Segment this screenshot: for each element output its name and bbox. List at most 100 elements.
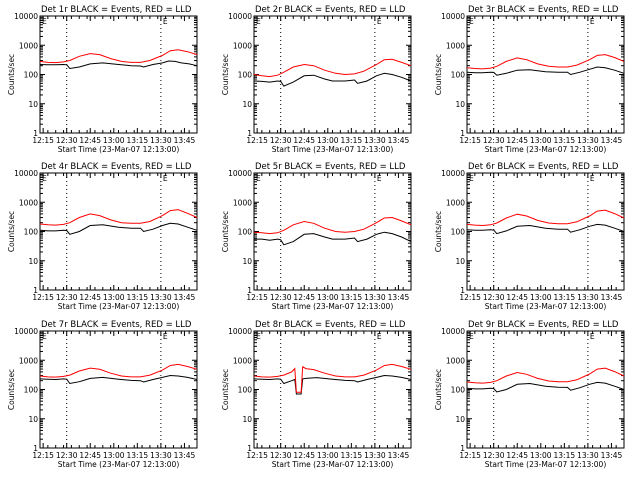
events-series-line <box>253 374 412 395</box>
y-axis-label: Counts/sec <box>7 211 16 252</box>
y-tick-label: 1 <box>460 286 465 295</box>
panel-title: Det 1r BLACK = Events, RED = LLD <box>41 5 192 15</box>
y-axis-label: Counts/sec <box>434 211 443 252</box>
y-tick-label: 10000 <box>441 327 465 336</box>
y-axis-label: Counts/sec <box>221 369 230 410</box>
y-tick-label: 10000 <box>14 12 38 21</box>
panel-marker: E <box>163 17 168 26</box>
x-tick-label: 13:30 <box>577 451 599 460</box>
x-axis-label: Start Time (23-Mar-07 12:13:00) <box>485 460 607 469</box>
x-tick-label: 12:30 <box>56 451 78 460</box>
y-tick-label: 1000 <box>233 356 252 365</box>
panel-8: Det 8r BLACK = Events, RED = LLD 1 10 100 10… <box>221 320 412 469</box>
x-tick-label: 13:00 <box>530 293 552 302</box>
y-tick-label: 1 <box>247 286 252 295</box>
panel-title: Det 2r BLACK = Events, RED = LLD <box>255 5 406 15</box>
x-tick-label: 12:45 <box>293 451 315 460</box>
panel-title: Det 3r BLACK = Events, RED = LLD <box>468 5 619 15</box>
x-axis-label: Start Time (23-Mar-07 12:13:00) <box>272 460 394 469</box>
x-tick-label: 12:45 <box>79 451 101 460</box>
x-tick-label: 13:30 <box>364 293 386 302</box>
x-tick-label: 12:45 <box>79 293 101 302</box>
x-tick-label: 12:45 <box>506 451 528 460</box>
y-tick-label: 1 <box>33 286 38 295</box>
lld-series-line <box>39 49 198 64</box>
y-tick-label: 1 <box>460 444 465 453</box>
plot-frame <box>39 172 198 291</box>
x-tick-label: 13:15 <box>341 451 363 460</box>
x-axis-label: Start Time (23-Mar-07 12:13:00) <box>58 460 180 469</box>
y-tick-label: 1 <box>247 129 252 138</box>
lld-series-line <box>39 209 198 226</box>
x-axis-label: Start Time (23-Mar-07 12:13:00) <box>485 145 607 154</box>
panel-marker: E <box>590 174 595 183</box>
panel-1: Det 1r BLACK = Events, RED = LLD 1 10 100 10… <box>7 5 198 154</box>
y-tick-label: 100 <box>24 71 39 80</box>
panel-marker-left: E <box>42 332 47 341</box>
y-tick-label: 1 <box>33 129 38 138</box>
x-tick-label: 13:00 <box>530 451 552 460</box>
x-tick-label: 13:45 <box>601 451 623 460</box>
x-tick-label: 13:00 <box>317 293 339 302</box>
x-tick-label: 13:30 <box>577 136 599 145</box>
x-axis-label: Start Time (23-Mar-07 12:13:00) <box>485 302 607 311</box>
y-tick-label: 100 <box>451 386 466 395</box>
lld-series-line <box>39 363 198 378</box>
x-tick-label: 12:15 <box>32 451 54 460</box>
y-tick-label: 100 <box>238 228 253 237</box>
y-tick-label: 1 <box>247 444 252 453</box>
y-tick-label: 1000 <box>19 41 38 50</box>
events-series-line <box>253 72 412 87</box>
plot-frame <box>466 15 625 134</box>
panel-title: Det 4r BLACK = Events, RED = LLD <box>41 162 192 172</box>
x-tick-label: 12:30 <box>56 293 78 302</box>
y-tick-label: 10000 <box>228 12 252 21</box>
x-tick-label: 13:30 <box>364 136 386 145</box>
panel-title: Det 5r BLACK = Events, RED = LLD <box>255 162 406 172</box>
x-axis-label: Start Time (23-Mar-07 12:13:00) <box>272 145 394 154</box>
y-tick-label: 10 <box>242 257 252 266</box>
panel-marker-left: E <box>256 174 261 183</box>
y-tick-label: 100 <box>238 71 253 80</box>
lld-series-line <box>253 363 412 393</box>
y-tick-label: 10 <box>242 100 252 109</box>
x-tick-label: 13:00 <box>530 136 552 145</box>
panel-marker-left: E <box>469 332 474 341</box>
x-axis-label: Start Time (23-Mar-07 12:13:00) <box>272 302 394 311</box>
panel-2: Det 2r BLACK = Events, RED = LLD 1 10 100 10… <box>221 5 412 154</box>
y-tick-label: 1000 <box>446 198 465 207</box>
x-tick-label: 12:15 <box>246 293 268 302</box>
plot-frame <box>39 330 198 449</box>
x-tick-label: 12:45 <box>506 136 528 145</box>
panel-9: Det 9r BLACK = Events, RED = LLD 1 10 100 10… <box>434 320 625 469</box>
y-tick-label: 1000 <box>233 41 252 50</box>
x-tick-label: 13:45 <box>601 136 623 145</box>
panel-title: Det 9r BLACK = Events, RED = LLD <box>468 320 619 330</box>
x-tick-label: 13:45 <box>388 136 410 145</box>
x-tick-label: 12:30 <box>270 293 292 302</box>
x-tick-label: 13:30 <box>150 136 172 145</box>
lld-series-line <box>253 216 412 235</box>
x-tick-label: 12:45 <box>293 293 315 302</box>
y-tick-label: 10000 <box>441 169 465 178</box>
panel-marker: E <box>377 332 382 341</box>
x-tick-label: 13:45 <box>388 293 410 302</box>
panel-marker-left: E <box>469 174 474 183</box>
x-tick-label: 13:15 <box>554 136 576 145</box>
plot-frame <box>39 15 198 134</box>
x-tick-label: 13:15 <box>127 451 149 460</box>
y-tick-label: 100 <box>451 71 466 80</box>
panel-marker: E <box>590 17 595 26</box>
x-tick-label: 13:45 <box>601 293 623 302</box>
y-axis-label: Counts/sec <box>7 369 16 410</box>
y-axis-label: Counts/sec <box>7 54 16 95</box>
panel-6: Det 6r BLACK = Events, RED = LLD 1 10 100 10… <box>434 162 625 311</box>
x-tick-label: 13:30 <box>150 293 172 302</box>
y-axis-label: Counts/sec <box>434 369 443 410</box>
x-axis-label: Start Time (23-Mar-07 12:13:00) <box>58 145 180 154</box>
x-axis-label: Start Time (23-Mar-07 12:13:00) <box>58 302 180 311</box>
panel-marker: E <box>163 174 168 183</box>
x-tick-label: 13:15 <box>127 136 149 145</box>
x-tick-label: 13:45 <box>388 451 410 460</box>
x-tick-label: 12:15 <box>246 451 268 460</box>
